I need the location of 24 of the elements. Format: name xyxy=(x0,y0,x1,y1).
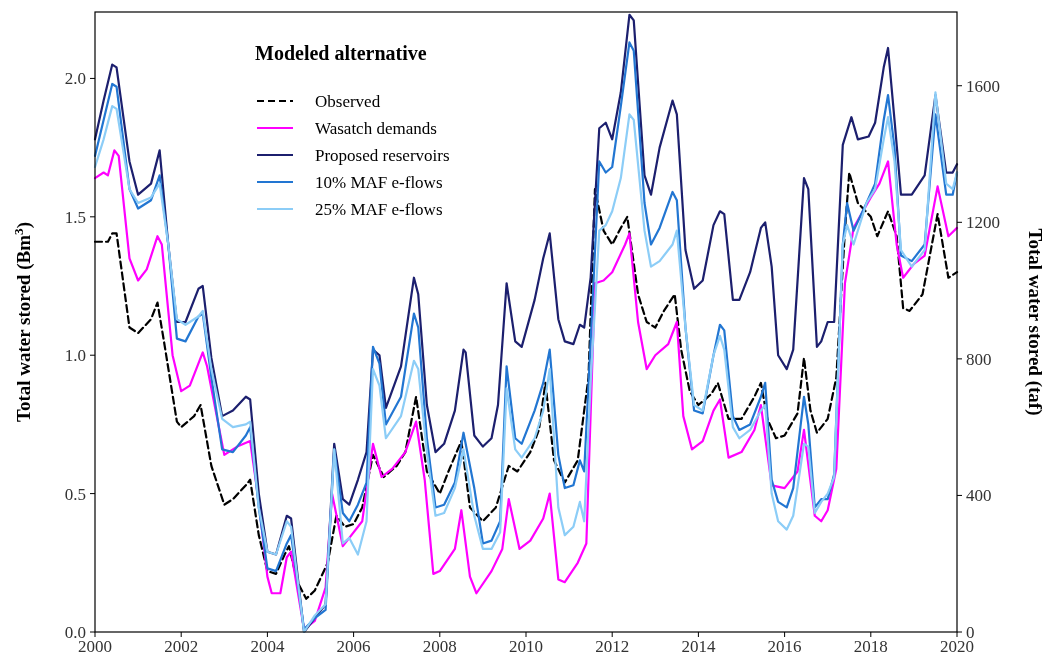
x-tick-label: 2002 xyxy=(164,637,199,656)
legend-label: 10% MAF e-flows xyxy=(315,172,443,192)
legend-label: 25% MAF e-flows xyxy=(315,199,443,219)
x-tick-label: 2004 xyxy=(250,637,285,656)
y-tick-label: 1.0 xyxy=(64,346,86,366)
x-tick-label: 2016 xyxy=(767,637,802,656)
x-tick-label: 2010 xyxy=(509,637,543,656)
y-tick-label: 1.5 xyxy=(64,207,86,227)
legend-label: Observed xyxy=(315,91,381,111)
y2-tick-label: 1200 xyxy=(966,213,1000,233)
legend-label: Proposed reservoirs xyxy=(315,145,450,165)
x-tick-label: 2006 xyxy=(336,637,371,656)
y-tick-label: 2.0 xyxy=(64,69,86,89)
legend-title: Modeled alternative xyxy=(255,42,427,64)
x-tick-label: 2012 xyxy=(595,637,630,656)
y2-tick-label: 800 xyxy=(966,349,992,369)
x-tick-label: 2018 xyxy=(853,637,888,656)
y2-tick-label: 1600 xyxy=(966,76,1000,96)
y2-axis-title: Total water stored (taf) xyxy=(1024,228,1046,416)
legend-label: Wasatch demands xyxy=(315,118,437,138)
y2-tick-label: 400 xyxy=(966,486,992,506)
y-tick-label: 0.5 xyxy=(64,484,86,504)
x-tick-label: 2008 xyxy=(422,637,457,656)
x-tick-label: 2014 xyxy=(681,637,716,656)
